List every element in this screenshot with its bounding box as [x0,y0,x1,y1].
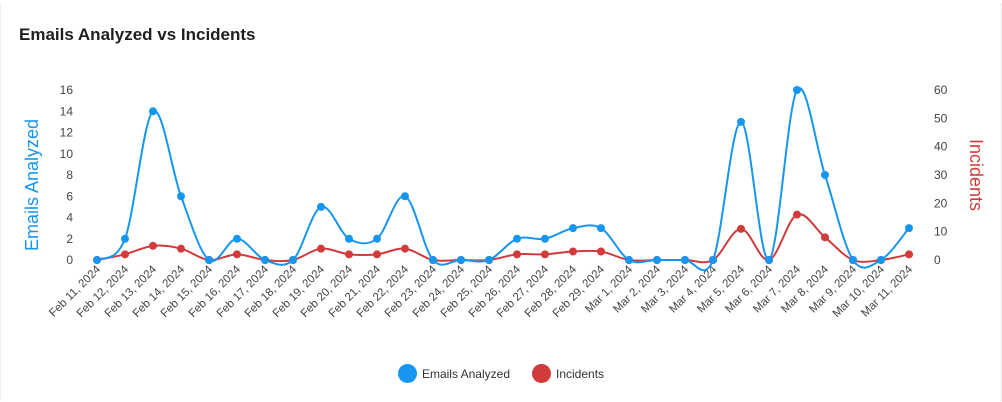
data-point-emails-analyzed [737,117,745,126]
data-point-emails-analyzed [121,234,129,243]
data-point-emails-analyzed [233,234,241,243]
data-point-emails-analyzed [793,86,801,94]
right-axis-tick-label: 40 [934,140,948,154]
data-point-emails-analyzed [681,256,689,264]
data-point-incidents [373,250,381,259]
data-point-emails-analyzed [373,234,381,243]
left-axis-tick-label: 12 [60,126,74,140]
right-axis-tick-label: 50 [934,111,948,125]
series-line-incidents [96,213,910,264]
right-axis-tick-label: 10 [934,225,948,239]
chart-title: Emails Analyzed vs Incidents [19,25,256,44]
legend-marker-incidents-icon [532,364,551,383]
data-point-emails-analyzed [149,107,157,116]
legend-item-emails-analyzed[interactable]: Emails Analyzed [397,364,510,383]
data-point-incidents [233,250,241,259]
data-point-incidents [569,247,577,256]
data-point-emails-analyzed [569,224,577,233]
data-point-incidents [121,250,129,259]
data-point-incidents [177,244,185,253]
data-point-emails-analyzed [345,234,353,243]
data-point-incidents [149,241,157,250]
data-point-incidents [793,210,801,219]
right-axis-tick-label: 30 [934,168,948,182]
data-point-emails-analyzed [765,256,773,264]
left-axis-tick-label: 10 [60,147,74,161]
data-point-emails-analyzed [401,192,409,201]
data-point-incidents [345,250,353,259]
data-point-emails-analyzed [709,256,717,264]
data-point-emails-analyzed [513,234,521,243]
data-point-emails-analyzed [597,224,605,233]
right-axis-tick-label: 20 [934,196,948,210]
data-point-incidents [821,233,829,242]
data-point-emails-analyzed [289,256,297,264]
data-point-emails-analyzed [849,256,857,264]
left-axis-tick-label: 16 [60,83,74,97]
right-axis-tick-label: 60 [934,83,948,97]
left-axis-tick-label: 2 [66,232,73,246]
series-line-emails-analyzed [96,87,910,272]
left-axis-tick-label: 14 [60,104,74,118]
legend-marker-emails-icon [397,364,417,383]
data-point-incidents [905,250,913,259]
left-axis-tick-label: 8 [66,168,73,182]
legend-item-incidents[interactable]: Incidents [532,364,604,383]
left-axis-title: Emails Analyzed [22,119,42,251]
legend-label-incidents: Incidents [556,366,605,381]
right-axis-tick-label: 0 [934,253,941,267]
data-point-emails-analyzed [485,256,493,264]
data-point-emails-analyzed [541,234,549,243]
left-axis-tick-label: 4 [66,211,73,225]
data-point-emails-analyzed [625,256,633,264]
data-point-incidents [597,247,605,256]
data-point-emails-analyzed [205,256,213,264]
data-point-emails-analyzed [457,256,465,264]
data-point-emails-analyzed [177,192,185,201]
data-point-incidents [541,250,549,259]
data-point-emails-analyzed [905,224,913,233]
left-axis-tick-label: 0 [66,253,73,267]
data-point-incidents [513,250,521,259]
data-point-emails-analyzed [429,256,437,264]
data-point-incidents [737,224,745,233]
data-point-emails-analyzed [821,171,829,179]
legend-label-emails-analyzed: Emails Analyzed [421,366,510,381]
chart-card: Emails Analyzed vs Incidents [0,3,1002,401]
data-point-emails-analyzed [653,256,661,264]
data-point-emails-analyzed [261,256,269,264]
chart-legend: Emails Analyzed Incidents [0,364,1002,383]
data-point-incidents [401,244,409,253]
left-axis-tick-label: 6 [66,189,73,203]
right-axis-title: Incidents [966,139,986,211]
data-point-emails-analyzed [317,202,325,211]
data-point-incidents [317,244,325,253]
data-point-emails-analyzed [93,256,101,264]
data-point-emails-analyzed [877,256,885,264]
